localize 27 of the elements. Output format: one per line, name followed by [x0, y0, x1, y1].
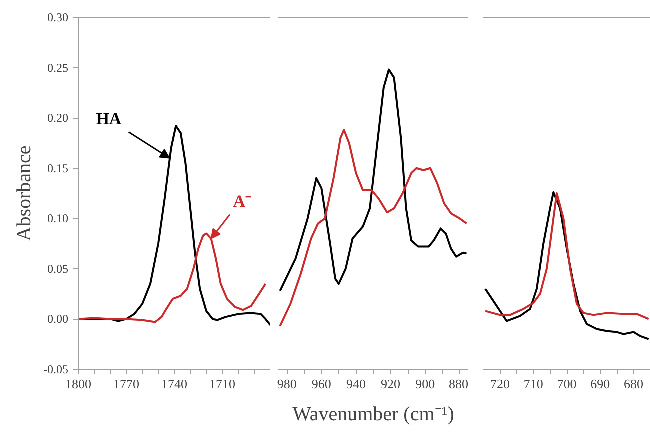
x-tick-label: 720	[490, 376, 510, 392]
y-tick-label: 0.00	[48, 312, 68, 326]
y-tick-label: 0.15	[48, 161, 68, 176]
y-tick-label: 0.05	[48, 262, 68, 276]
x-tick-label: 900	[416, 376, 436, 392]
x-tick-label: 1740	[162, 376, 188, 392]
annotation: A⁻	[233, 192, 252, 211]
x-tick-label: 920	[381, 376, 401, 392]
x-tick-label: 880	[449, 376, 468, 392]
y-tick-label: -0.05	[44, 362, 69, 376]
x-tick-label: 710	[524, 376, 544, 392]
x-tick-label: 940	[346, 376, 366, 392]
x-tick-label: 1710	[210, 376, 236, 392]
y-tick-label: 0.25	[48, 60, 68, 75]
x-tick-label: 690	[590, 376, 610, 392]
x-axis-title: Wavenumber (cm⁻¹)	[292, 404, 454, 426]
x-tick-label: 700	[557, 376, 577, 392]
annotation: HA	[96, 109, 122, 128]
x-tick-label: 1800	[66, 376, 92, 392]
y-tick-label: 0.30	[48, 10, 68, 24]
x-tick-label: 960	[312, 376, 332, 392]
y-axis-title: Absorbance	[14, 146, 36, 242]
x-tick-label: 980	[277, 376, 297, 392]
y-tick-label: 0.20	[48, 111, 68, 126]
x-tick-label: 1770	[114, 376, 140, 392]
x-tick-label: 680	[624, 376, 644, 392]
y-tick-label: 0.10	[48, 212, 68, 226]
